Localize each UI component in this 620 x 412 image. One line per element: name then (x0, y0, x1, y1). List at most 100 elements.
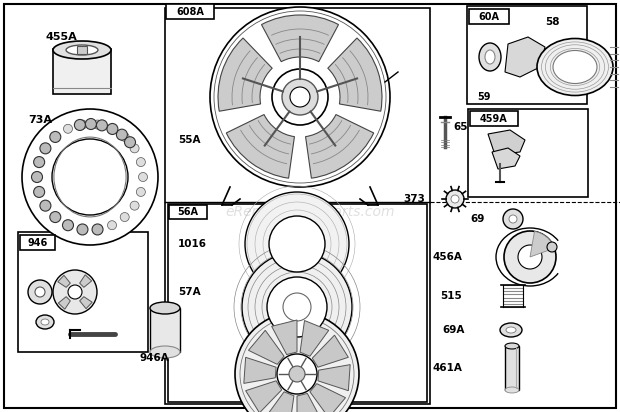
Circle shape (93, 120, 102, 129)
Polygon shape (246, 381, 281, 412)
Bar (168, 204, 427, 402)
Circle shape (40, 200, 51, 211)
Circle shape (107, 221, 117, 230)
Wedge shape (306, 115, 374, 178)
Circle shape (33, 157, 45, 168)
Circle shape (272, 69, 328, 125)
Bar (470, 111, 518, 126)
Ellipse shape (506, 327, 516, 333)
Circle shape (289, 366, 305, 382)
Text: 456A: 456A (432, 252, 462, 262)
Circle shape (63, 124, 73, 133)
Circle shape (107, 124, 118, 134)
Circle shape (50, 211, 61, 222)
Text: 69: 69 (470, 214, 484, 224)
Circle shape (130, 144, 139, 153)
Bar (467, 6, 587, 104)
Polygon shape (249, 330, 284, 364)
Circle shape (120, 213, 129, 222)
Ellipse shape (66, 45, 98, 55)
Circle shape (77, 224, 88, 235)
Circle shape (136, 157, 145, 166)
Bar (165, 8, 430, 404)
Wedge shape (328, 38, 382, 111)
Circle shape (117, 129, 127, 140)
Bar (150, 308, 180, 352)
Text: 515: 515 (440, 291, 462, 301)
Text: 58: 58 (545, 17, 559, 27)
Text: 73A: 73A (28, 115, 52, 125)
Circle shape (78, 120, 87, 129)
Circle shape (93, 225, 102, 234)
Text: 60A: 60A (479, 12, 500, 21)
Wedge shape (530, 232, 554, 257)
Ellipse shape (150, 302, 180, 314)
Polygon shape (300, 321, 329, 356)
Bar (20, 235, 55, 250)
Bar (166, 4, 214, 19)
Text: 59: 59 (477, 92, 490, 102)
Bar (505, 346, 519, 390)
Text: 608A: 608A (176, 7, 204, 16)
Polygon shape (58, 297, 70, 309)
Circle shape (41, 201, 50, 210)
Circle shape (74, 119, 86, 131)
Circle shape (51, 132, 60, 141)
Text: 57A: 57A (178, 287, 201, 297)
Bar (53, 49, 111, 94)
Wedge shape (218, 38, 272, 111)
Circle shape (97, 120, 107, 131)
Circle shape (277, 354, 317, 394)
Circle shape (245, 192, 349, 296)
Ellipse shape (36, 315, 54, 329)
Circle shape (86, 119, 97, 129)
Circle shape (35, 287, 45, 297)
Circle shape (235, 312, 359, 412)
Ellipse shape (500, 323, 522, 337)
Circle shape (210, 7, 390, 187)
Text: 56A: 56A (177, 207, 198, 217)
Polygon shape (488, 130, 525, 155)
Circle shape (120, 132, 129, 141)
Circle shape (35, 187, 43, 197)
Circle shape (92, 224, 103, 235)
Circle shape (51, 213, 60, 222)
Circle shape (50, 131, 61, 143)
Text: 946A: 946A (140, 353, 170, 363)
Circle shape (68, 285, 82, 299)
Circle shape (446, 190, 464, 208)
Circle shape (283, 293, 311, 321)
Text: 461A: 461A (432, 363, 462, 373)
Circle shape (136, 187, 145, 197)
Polygon shape (79, 297, 92, 309)
Text: 373: 373 (403, 194, 425, 204)
Text: 455A: 455A (45, 32, 77, 42)
Ellipse shape (537, 38, 613, 96)
Circle shape (52, 139, 128, 215)
Circle shape (78, 225, 87, 234)
Polygon shape (310, 384, 345, 412)
Polygon shape (492, 148, 520, 169)
Circle shape (547, 242, 557, 252)
Bar (469, 9, 509, 24)
Ellipse shape (505, 343, 519, 349)
Circle shape (28, 280, 52, 304)
Circle shape (63, 220, 74, 231)
Polygon shape (58, 275, 70, 287)
Polygon shape (265, 392, 294, 412)
Ellipse shape (553, 51, 597, 84)
Circle shape (509, 215, 517, 223)
Bar (468, 109, 588, 197)
Text: 69A: 69A (443, 325, 465, 335)
Circle shape (267, 277, 327, 337)
Circle shape (35, 157, 43, 166)
Circle shape (518, 245, 542, 269)
Ellipse shape (485, 50, 495, 64)
Circle shape (22, 109, 158, 245)
Text: eReplacementParts.com: eReplacementParts.com (225, 205, 395, 219)
Ellipse shape (479, 43, 501, 71)
Polygon shape (297, 393, 322, 412)
Wedge shape (226, 115, 294, 178)
Circle shape (282, 79, 318, 115)
Wedge shape (262, 15, 339, 62)
